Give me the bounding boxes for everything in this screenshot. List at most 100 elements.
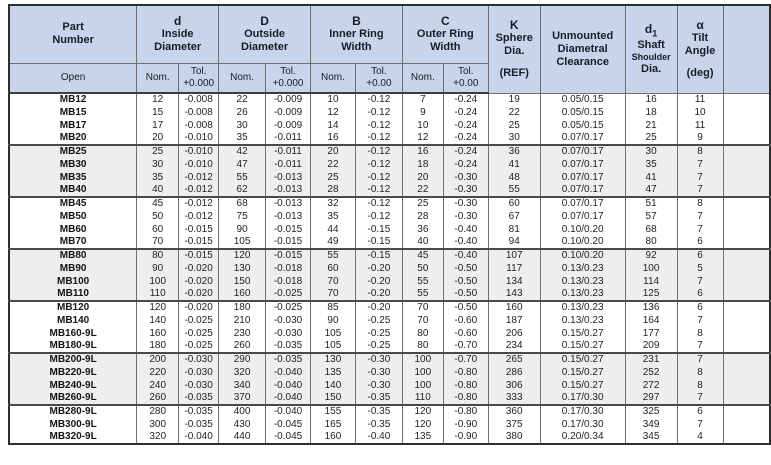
cell-od-tol: -0.045: [265, 418, 311, 431]
cell-od-nom: 42: [218, 144, 267, 158]
cell-od-nom: 340: [218, 379, 267, 392]
cell-part: MB17: [8, 119, 138, 132]
cell-c-nom: 55: [401, 275, 444, 288]
cell-part: MB280-9L: [8, 404, 138, 418]
cell-clearance: 0.07/0.17: [539, 144, 626, 158]
cell-b-tol: -0.12: [354, 158, 403, 171]
cell-c-tol: -0.30: [442, 171, 489, 184]
cell-d1: 136: [624, 300, 678, 314]
cell-part: MB45: [8, 196, 138, 210]
table-row: MB280-9L 280 -0.035 400 -0.040 155 -0.35 120 -0.…: [8, 404, 771, 418]
cell-c-tol: -0.24: [442, 106, 489, 119]
cell-alpha: 9: [676, 132, 724, 145]
cell-od-tol: -0.011: [265, 132, 311, 145]
cell-c-nom: 36: [401, 223, 444, 236]
cell-clearance: 0.17/0.30: [539, 418, 626, 431]
cell-d-tol: -0.020: [178, 262, 220, 275]
table-row: MB12 12 -0.008 22 -0.009 10 -0.12 7 -0.24 19 0.05/…: [8, 93, 771, 106]
cell-alpha: 6: [676, 404, 724, 418]
cell-od-tol: -0.018: [265, 262, 311, 275]
cell-clearance: 0.17/0.30: [539, 404, 626, 418]
cell-od-nom: 320: [218, 366, 267, 379]
k-symbol: K: [509, 18, 519, 33]
cell-c-tol: -0.24: [442, 119, 489, 132]
cell-od-tol: -0.009: [265, 106, 311, 119]
col-header-outside-diameter: D Outside Diameter: [218, 5, 311, 64]
cell-alpha: 8: [676, 144, 724, 158]
cell-od-nom: 230: [218, 327, 267, 340]
cell-d-nom: 35: [136, 171, 180, 184]
cell-d1: 41: [624, 171, 678, 184]
cell-alpha: 4: [676, 431, 724, 444]
cell-b-tol: -0.12: [354, 144, 403, 158]
cell-od-tol: -0.013: [265, 210, 311, 223]
cell-blank: [722, 171, 771, 184]
cell-d1: 25: [624, 132, 678, 145]
cell-blank: [722, 236, 771, 249]
cell-alpha: 6: [676, 236, 724, 249]
alpha-unit-label: (deg): [686, 67, 714, 80]
cell-d1: 325: [624, 404, 678, 418]
cell-d-nom: 45: [136, 196, 180, 210]
table-row: MB20 20 -0.010 35 -0.011 16 -0.12 12 -0.24 30 0.07…: [8, 132, 771, 145]
cell-clearance: 0.15/0.27: [539, 340, 626, 353]
table-row: MB110 110 -0.020 160 -0.025 70 -0.20 55 -0.50 143…: [8, 288, 771, 301]
cell-b-nom: 135: [310, 366, 356, 379]
cell-b-tol: -0.15: [354, 248, 403, 262]
cell-b-tol: -0.30: [354, 352, 403, 366]
cell-d1: 68: [624, 223, 678, 236]
cell-d-nom: 140: [136, 314, 180, 327]
cell-c-nom: 55: [401, 288, 444, 301]
cell-d-nom: 70: [136, 236, 180, 249]
cell-d-nom: 12: [136, 93, 180, 106]
cell-c-tol: -0.80: [442, 392, 489, 405]
cell-d1: 21: [624, 119, 678, 132]
cell-k: 67: [487, 210, 541, 223]
cell-alpha: 7: [676, 314, 724, 327]
cell-c-nom: 22: [401, 184, 444, 197]
cell-d-nom: 320: [136, 431, 180, 444]
cell-d1: 231: [624, 352, 678, 366]
cell-c-tol: -0.80: [442, 366, 489, 379]
table-row: MB35 35 -0.012 55 -0.013 25 -0.12 20 -0.30 48 0.07…: [8, 171, 771, 184]
table-row: MB30 30 -0.010 47 -0.011 22 -0.12 18 -0.24 41 0.07…: [8, 158, 771, 171]
cell-b-nom: 22: [310, 158, 356, 171]
cell-part: MB30: [8, 158, 138, 171]
subheader-b-nom: Nom.: [310, 63, 356, 94]
cell-part: MB12: [8, 93, 138, 106]
table-body: MB12 12 -0.008 22 -0.009 10 -0.12 7 -0.24 19 0.05/…: [8, 93, 771, 444]
col-header-part-number: Part Number: [8, 5, 138, 64]
cell-k: 333: [487, 392, 541, 405]
cell-d-tol: -0.025: [178, 314, 220, 327]
subheader-od-tol: Tol. +0.000: [265, 63, 311, 94]
cell-d1: 125: [624, 288, 678, 301]
cell-d-nom: 60: [136, 223, 180, 236]
cell-alpha: 7: [676, 418, 724, 431]
cell-c-tol: -0.40: [442, 223, 489, 236]
cell-c-nom: 40: [401, 236, 444, 249]
cell-d-tol: -0.025: [178, 327, 220, 340]
cell-od-tol: -0.045: [265, 431, 311, 444]
cell-alpha: 10: [676, 106, 724, 119]
cell-part: MB15: [8, 106, 138, 119]
cell-d-nom: 30: [136, 158, 180, 171]
cell-d1: 297: [624, 392, 678, 405]
cell-alpha: 8: [676, 327, 724, 340]
cell-od-tol: -0.040: [265, 379, 311, 392]
cell-b-tol: -0.35: [354, 418, 403, 431]
b-name-line2: Width: [341, 41, 372, 54]
cell-c-nom: 120: [401, 404, 444, 418]
cell-od-nom: 30: [218, 119, 267, 132]
cell-od-tol: -0.035: [265, 340, 311, 353]
cell-od-tol: -0.015: [265, 236, 311, 249]
d1-line3: Dia.: [641, 63, 662, 76]
od-name-line2: Diameter: [241, 41, 289, 54]
cell-od-tol: -0.035: [265, 352, 311, 366]
cell-d-tol: -0.010: [178, 144, 220, 158]
cell-blank: [722, 106, 771, 119]
cell-k: 36: [487, 144, 541, 158]
cell-d1: 80: [624, 236, 678, 249]
cell-part: MB35: [8, 171, 138, 184]
cell-d-tol: -0.012: [178, 171, 220, 184]
cell-od-nom: 55: [218, 171, 267, 184]
